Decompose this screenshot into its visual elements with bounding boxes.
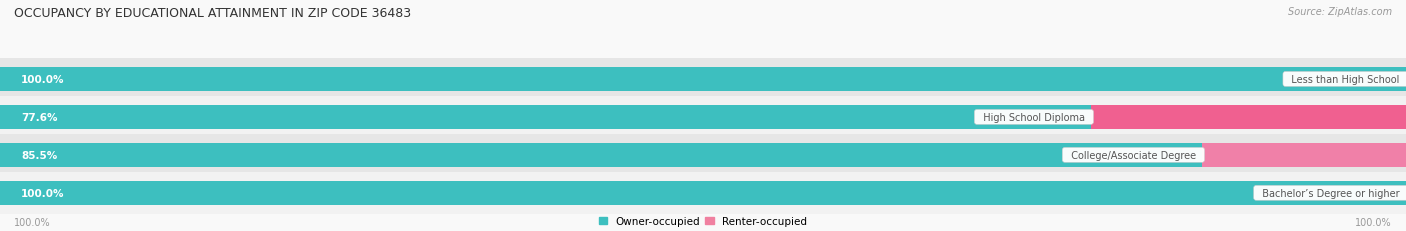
Text: High School Diploma: High School Diploma bbox=[977, 112, 1091, 122]
Text: OCCUPANCY BY EDUCATIONAL ATTAINMENT IN ZIP CODE 36483: OCCUPANCY BY EDUCATIONAL ATTAINMENT IN Z… bbox=[14, 7, 411, 20]
Text: 100.0%: 100.0% bbox=[14, 217, 51, 227]
Text: 100.0%: 100.0% bbox=[1355, 217, 1392, 227]
Text: 100.0%: 100.0% bbox=[21, 75, 65, 85]
Bar bbox=[0, 143, 1202, 167]
Legend: Owner-occupied, Renter-occupied: Owner-occupied, Renter-occupied bbox=[599, 216, 807, 226]
Bar bbox=[1202, 143, 1406, 167]
Text: College/Associate Degree: College/Associate Degree bbox=[1064, 150, 1202, 160]
Text: 85.5%: 85.5% bbox=[21, 150, 58, 160]
Text: Less than High School: Less than High School bbox=[1285, 75, 1406, 85]
Text: 77.6%: 77.6% bbox=[21, 112, 58, 122]
Bar bbox=[0, 181, 1406, 205]
Text: Source: ZipAtlas.com: Source: ZipAtlas.com bbox=[1288, 7, 1392, 17]
Bar bbox=[1091, 106, 1406, 129]
Bar bbox=[0, 96, 1406, 138]
Bar bbox=[0, 58, 1406, 101]
Bar bbox=[0, 134, 1406, 176]
Text: 100.0%: 100.0% bbox=[21, 188, 65, 198]
Text: Bachelor’s Degree or higher: Bachelor’s Degree or higher bbox=[1256, 188, 1406, 198]
Bar bbox=[0, 106, 1091, 129]
Bar bbox=[0, 172, 1406, 214]
Bar bbox=[0, 68, 1406, 91]
